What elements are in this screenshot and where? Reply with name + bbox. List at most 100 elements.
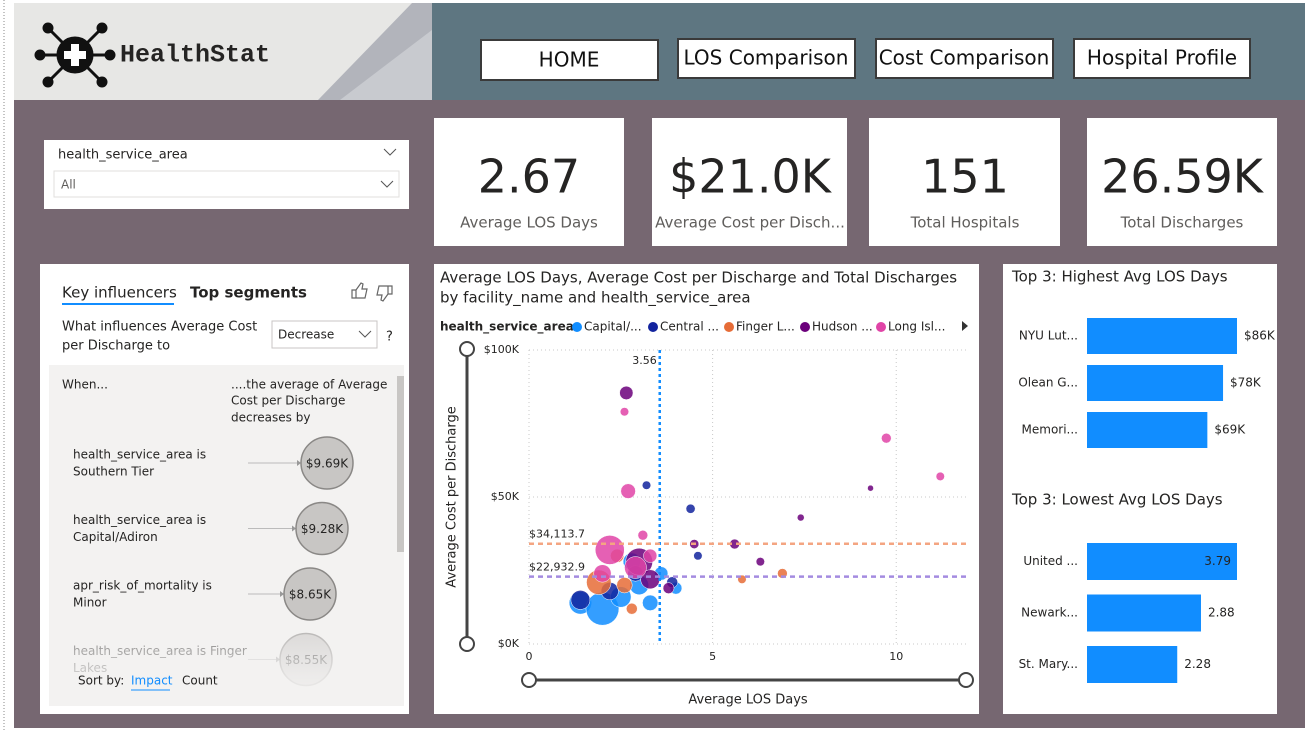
- y-slider[interactable]: [459, 341, 475, 652]
- sort-option[interactable]: Count: [182, 674, 218, 688]
- nav-label[interactable]: Cost Comparison: [879, 46, 1050, 70]
- influencer-label: health_service_area is: [73, 513, 206, 527]
- legend-label[interactable]: Central ...: [660, 320, 719, 334]
- nav-button[interactable]: Hospital Profile: [1073, 38, 1251, 79]
- nav-label[interactable]: HOME: [539, 48, 600, 72]
- legend-swatch: [648, 322, 658, 332]
- y-tick-label: NYU Lut...: [1019, 329, 1078, 343]
- bubble[interactable]: [620, 483, 636, 499]
- bubble[interactable]: [594, 535, 625, 565]
- bar[interactable]: [1087, 646, 1178, 683]
- value-label: 2.28: [1184, 657, 1211, 671]
- thumb-icons[interactable]: [351, 282, 393, 302]
- bubble[interactable]: [693, 551, 703, 561]
- nav-button[interactable]: HOME: [480, 39, 659, 81]
- bar[interactable]: [1087, 365, 1224, 401]
- bubble[interactable]: [593, 564, 612, 583]
- bubble[interactable]: [662, 582, 675, 594]
- bubble[interactable]: [935, 471, 945, 481]
- kpi-card: [1087, 118, 1277, 246]
- dropdown-value[interactable]: Decrease: [278, 328, 334, 342]
- bubble[interactable]: [619, 385, 634, 400]
- influencer-label: apr_risk_of_mortality is: [73, 579, 212, 593]
- y-axis-title: Average Cost per Discharge: [445, 406, 460, 587]
- col-header: When...: [62, 378, 108, 392]
- arrow-head: [292, 525, 296, 532]
- impact-bubble: [300, 436, 354, 490]
- kpi-card: [652, 118, 847, 246]
- legend-label[interactable]: Finger L...: [736, 320, 795, 334]
- bubble[interactable]: [626, 602, 638, 615]
- filter-dropdown[interactable]: [53, 170, 400, 198]
- bubble[interactable]: [624, 556, 647, 579]
- legend-swatch: [876, 322, 886, 332]
- bubble[interactable]: [637, 530, 649, 541]
- direction-dropdown[interactable]: [271, 320, 378, 349]
- tab[interactable]: Key influencers: [62, 284, 177, 302]
- nav-button[interactable]: LOS Comparison: [677, 38, 856, 79]
- influencer-label: Minor: [73, 596, 107, 610]
- impact-value: $9.28K: [301, 522, 344, 536]
- impact-bubble: [283, 567, 337, 621]
- kpi-card: [434, 118, 624, 246]
- fade: [49, 630, 397, 706]
- legend-title: health_service_area: [440, 320, 574, 335]
- kpi-label: Total Discharges: [1120, 214, 1244, 232]
- bubble[interactable]: [685, 503, 696, 514]
- bubble[interactable]: [797, 513, 805, 522]
- nav-label[interactable]: LOS Comparison: [684, 46, 849, 70]
- bubble[interactable]: [643, 548, 658, 563]
- scrollbar[interactable]: [397, 376, 404, 552]
- value-label: $78K: [1230, 376, 1262, 390]
- legend-label[interactable]: Long Isl...: [888, 320, 945, 334]
- bubble[interactable]: [755, 557, 765, 567]
- value-label: 3.79: [1204, 554, 1231, 568]
- value-label: 2.88: [1208, 606, 1235, 620]
- kpi-card: [869, 118, 1060, 246]
- filter-value[interactable]: All: [61, 178, 76, 192]
- bar[interactable]: [1087, 543, 1237, 580]
- legend-label[interactable]: Capital/...: [584, 320, 642, 334]
- help[interactable]: ?: [386, 330, 393, 345]
- reference-label: $22,932.9: [529, 561, 585, 574]
- question: What influences Average Cost: [62, 320, 257, 335]
- col-header: decreases by: [231, 411, 310, 425]
- logo-text: HealthStat: [120, 41, 270, 70]
- influencer-item[interactable]: health_service_area is Southern Tier $9.69…: [73, 436, 354, 490]
- y-tick-label: Olean G...: [1018, 376, 1078, 390]
- influencer-item[interactable]: health_service_area is Capital/Adiron $9.2…: [73, 501, 349, 556]
- bubble[interactable]: [881, 433, 892, 444]
- kpi-value: 26.59K: [1101, 150, 1265, 204]
- arrow-head: [280, 591, 284, 597]
- sort-option[interactable]: Impact: [131, 674, 173, 688]
- nav-button[interactable]: Cost Comparison: [875, 38, 1054, 79]
- kpi-value: $21.0K: [669, 150, 833, 204]
- legend-swatch: [800, 322, 810, 332]
- bubble[interactable]: [570, 590, 591, 610]
- influencer-label: Capital/Adiron: [73, 530, 158, 544]
- nav-label[interactable]: Hospital Profile: [1087, 46, 1237, 70]
- bubble[interactable]: [616, 577, 633, 594]
- bubble[interactable]: [619, 407, 629, 417]
- kpi-label: Average Cost per Disch...: [655, 214, 845, 232]
- bar[interactable]: [1087, 594, 1201, 632]
- influencer-item[interactable]: apr_risk_of_mortality is Minor $8.65K: [73, 567, 337, 621]
- bubble[interactable]: [642, 594, 659, 611]
- chart-title: Top 3: Lowest Avg LOS Days: [1011, 491, 1223, 509]
- chevron: [380, 180, 394, 188]
- impact-bubble: [295, 501, 349, 556]
- y-tick-label: Memori...: [1022, 423, 1078, 437]
- legend-more[interactable]: [962, 321, 968, 331]
- bar[interactable]: [1087, 412, 1208, 448]
- bar[interactable]: [1087, 318, 1237, 354]
- kpi-label: Total Hospitals: [910, 214, 1020, 232]
- bubble[interactable]: [867, 484, 874, 492]
- bubble[interactable]: [642, 480, 652, 490]
- legend-label[interactable]: Hudson ...: [812, 320, 873, 334]
- col-header: ....the average of Average: [231, 378, 387, 392]
- x-slider[interactable]: [521, 672, 974, 688]
- y-tick-label: St. Mary...: [1019, 657, 1078, 671]
- x-tick-label: 0: [526, 650, 533, 663]
- tab[interactable]: Top segments: [190, 284, 307, 302]
